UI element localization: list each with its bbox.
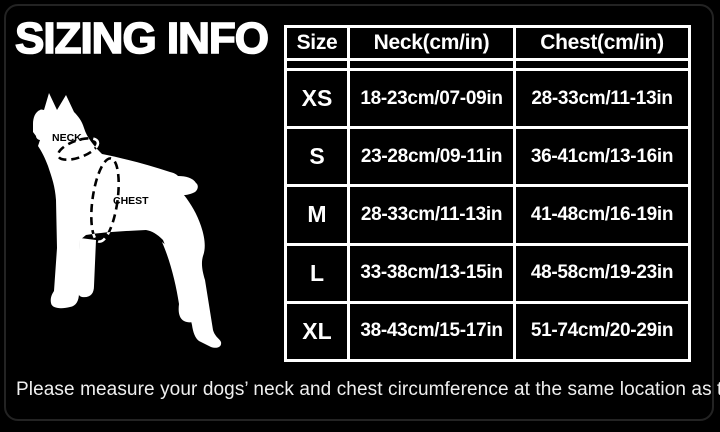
chest-value-xl: 51-74cm/20-29in (513, 300, 688, 359)
neck-measure-line (56, 136, 100, 162)
chest-label: CHEST (113, 195, 149, 207)
header-chest: Chest(cm/in) (513, 28, 688, 61)
measurement-note: Please measure your dogs’ neck and chest… (16, 379, 720, 400)
chest-value-m: 41-48cm/16-19in (513, 184, 688, 243)
table-spacer (347, 61, 513, 68)
size-label-xl: XL (287, 300, 347, 359)
table-spacer (287, 61, 347, 68)
neck-value-l: 33-38cm/13-15in (347, 242, 513, 301)
chest-value-l: 48-58cm/19-23in (513, 242, 688, 301)
header-size: Size (287, 28, 347, 61)
size-label-xs: XS (287, 68, 347, 126)
neck-value-xl: 38-43cm/15-17in (347, 300, 513, 359)
dog-diagram-svg: NECK CHEST (33, 93, 222, 348)
page-title: SIZING INFO (14, 13, 270, 64)
chest-value-xs: 28-33cm/11-13in (513, 68, 688, 127)
table-spacer (513, 61, 688, 68)
chest-value-s: 36-41cm/13-16in (513, 126, 688, 185)
dog-measurement-diagram: NECK CHEST (24, 88, 236, 350)
neck-label: NECK (52, 132, 82, 144)
size-label-m: M (287, 184, 347, 242)
size-table: Size Neck(cm/in) Chest(cm/in) XS 18-23cm… (284, 25, 691, 362)
neck-value-m: 28-33cm/11-13in (347, 184, 513, 243)
header-neck: Neck(cm/in) (347, 28, 513, 61)
neck-value-xs: 18-23cm/07-09in (347, 68, 513, 127)
neck-value-s: 23-28cm/09-11in (347, 126, 513, 185)
size-label-s: S (287, 126, 347, 184)
chest-measure-line (90, 157, 120, 243)
size-label-l: L (287, 242, 347, 301)
